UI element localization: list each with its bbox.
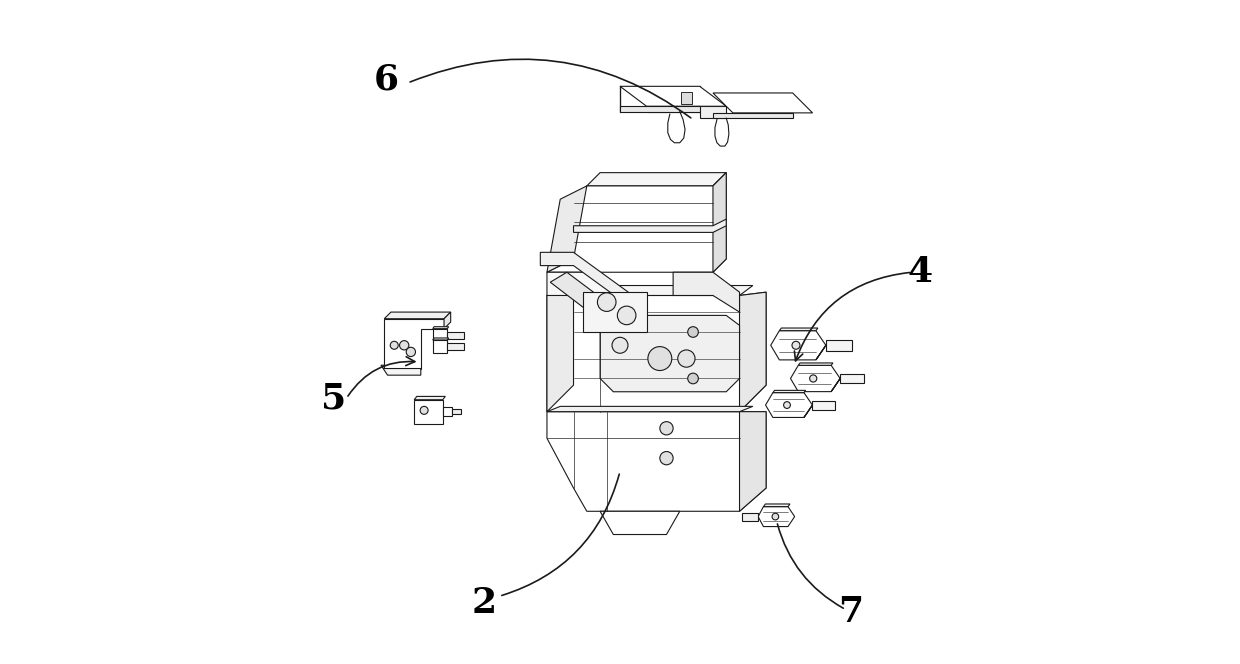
Circle shape xyxy=(407,347,415,357)
Circle shape xyxy=(660,422,673,435)
Polygon shape xyxy=(799,363,833,365)
Polygon shape xyxy=(765,392,812,418)
Polygon shape xyxy=(384,312,450,319)
Polygon shape xyxy=(758,507,795,527)
Circle shape xyxy=(773,513,779,520)
Polygon shape xyxy=(620,106,699,112)
Polygon shape xyxy=(547,173,727,272)
Polygon shape xyxy=(547,412,766,511)
Polygon shape xyxy=(600,511,680,535)
Polygon shape xyxy=(713,93,812,113)
Polygon shape xyxy=(841,374,864,383)
Polygon shape xyxy=(448,343,464,350)
Circle shape xyxy=(688,373,698,384)
Circle shape xyxy=(810,375,817,382)
Text: 4: 4 xyxy=(908,255,932,290)
Polygon shape xyxy=(414,400,443,424)
Polygon shape xyxy=(831,376,842,392)
Polygon shape xyxy=(443,407,453,416)
Polygon shape xyxy=(433,338,449,340)
Circle shape xyxy=(647,347,672,371)
Polygon shape xyxy=(547,272,614,312)
Polygon shape xyxy=(804,403,815,418)
Text: 2: 2 xyxy=(471,586,496,620)
Polygon shape xyxy=(739,412,766,511)
Polygon shape xyxy=(812,400,835,410)
Polygon shape xyxy=(764,504,790,507)
Polygon shape xyxy=(433,340,448,353)
Circle shape xyxy=(420,406,428,414)
Polygon shape xyxy=(816,343,828,360)
Circle shape xyxy=(391,341,398,349)
Polygon shape xyxy=(547,286,753,295)
Polygon shape xyxy=(453,409,460,414)
Polygon shape xyxy=(551,272,626,325)
Polygon shape xyxy=(587,173,727,186)
Circle shape xyxy=(678,350,696,367)
Polygon shape xyxy=(713,113,792,118)
Circle shape xyxy=(688,327,698,337)
Circle shape xyxy=(792,341,800,349)
Polygon shape xyxy=(547,186,587,272)
Polygon shape xyxy=(448,332,464,339)
Polygon shape xyxy=(414,396,445,400)
Polygon shape xyxy=(433,327,449,329)
Polygon shape xyxy=(584,292,646,332)
Polygon shape xyxy=(620,86,727,106)
Polygon shape xyxy=(433,329,448,342)
Polygon shape xyxy=(574,219,727,232)
Polygon shape xyxy=(384,319,444,369)
Circle shape xyxy=(613,337,627,353)
Circle shape xyxy=(618,306,636,325)
Polygon shape xyxy=(826,340,852,351)
Polygon shape xyxy=(547,292,766,412)
Text: 7: 7 xyxy=(838,595,863,629)
Circle shape xyxy=(660,452,673,465)
Polygon shape xyxy=(681,92,692,104)
Circle shape xyxy=(784,402,790,408)
Polygon shape xyxy=(444,312,450,329)
Polygon shape xyxy=(780,328,818,331)
Polygon shape xyxy=(541,252,646,319)
Text: 5: 5 xyxy=(320,381,346,416)
Polygon shape xyxy=(547,406,753,412)
Circle shape xyxy=(598,293,616,311)
Text: 6: 6 xyxy=(373,62,399,97)
Polygon shape xyxy=(713,173,727,272)
Polygon shape xyxy=(673,272,739,312)
Circle shape xyxy=(399,341,409,350)
Polygon shape xyxy=(381,365,420,375)
Polygon shape xyxy=(742,513,758,521)
Polygon shape xyxy=(771,331,826,360)
Polygon shape xyxy=(547,292,574,412)
Polygon shape xyxy=(646,106,727,118)
Polygon shape xyxy=(600,315,739,392)
Polygon shape xyxy=(773,390,806,392)
Polygon shape xyxy=(739,292,766,412)
Polygon shape xyxy=(791,365,841,392)
